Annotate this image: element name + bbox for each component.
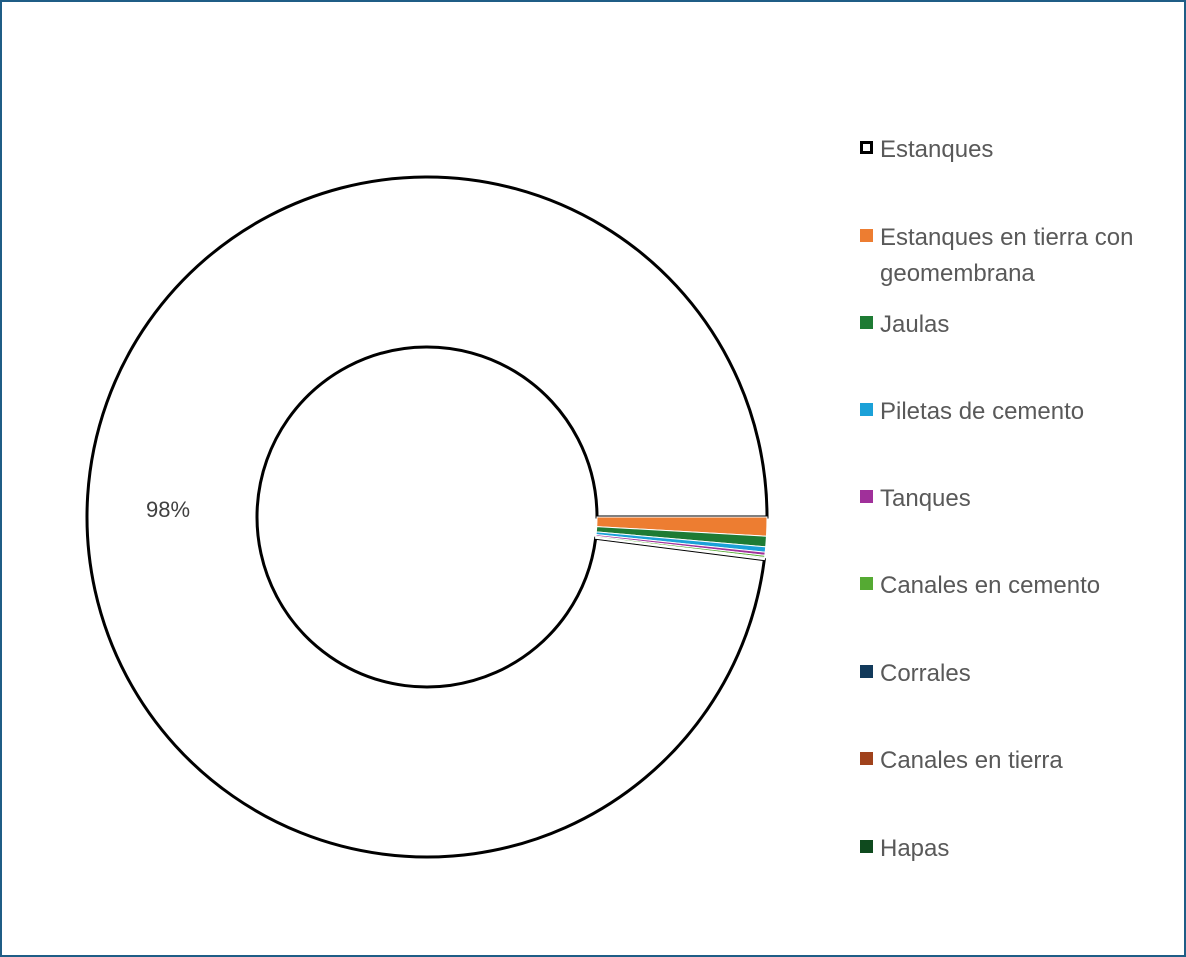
legend-label-jaulas: Jaulas [880,311,950,338]
legend-label-hapas: Hapas [880,835,950,862]
legend-swatch-corrales [860,665,873,678]
legend-item-hapas: Hapas [860,831,1180,867]
legend-swatch-estanques [860,141,873,154]
legend-swatch-jaulas [860,316,873,329]
legend-label-canales-tierra: Canales en tierra [880,747,1063,774]
legend-swatch-estanques-geomembrana [860,229,873,242]
legend-label-canales-cemento: Canales en cemento [880,572,1101,599]
slice-estanques [85,175,769,859]
legend-item-tanques: Tanques [860,481,1180,517]
legend-item-canales-tierra: Canales en tierra [860,743,1180,779]
legend-label-piletas-cemento: Piletas de cemento [880,398,1085,425]
legend-label-tanques: Tanques [880,485,971,512]
legend-label-corrales: Corrales [880,660,971,687]
legend-item-piletas-cemento: Piletas de cemento [860,394,1180,430]
legend-label-estanques-geomembrana: Estanques en tierra con geomembrana [880,224,1134,287]
legend-swatch-canales-tierra [860,752,873,765]
legend-swatch-piletas-cemento [860,403,873,416]
legend-item-estanques: Estanques [860,132,1180,168]
legend-item-corrales: Corrales [860,656,1180,692]
legend-swatch-canales-cemento [860,577,873,590]
legend-swatch-tanques [860,490,873,503]
legend-label-estanques: Estanques [880,136,994,163]
legend-swatch-hapas [860,840,873,853]
data-label-estanques: 98% [146,497,191,522]
slice-hapas [595,537,765,561]
legend-item-jaulas: Jaulas [860,307,1180,343]
legend-item-estanques-geomembrana: Estanques en tierra con geomembrana [860,220,1180,292]
legend-item-canales-cemento: Canales en cemento [860,568,1180,604]
